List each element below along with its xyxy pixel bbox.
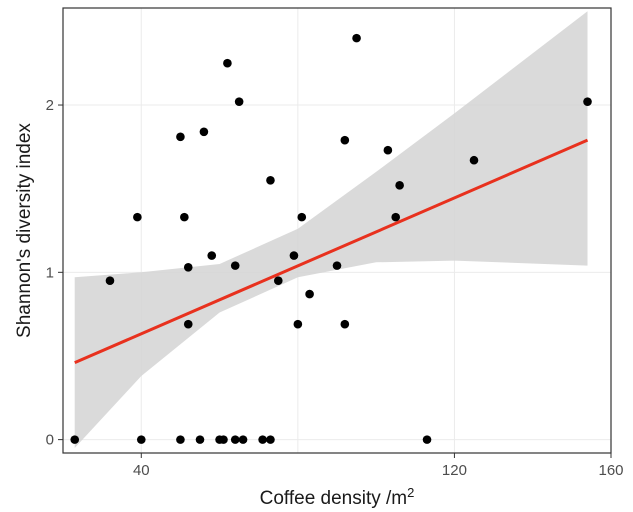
data-point [238,435,248,444]
data-point [273,276,283,285]
confidence-band-group [74,11,588,449]
data-point [391,212,401,222]
y-tick-label: 0 [46,432,54,449]
data-point [583,97,592,106]
data-point [195,435,205,444]
data-point [219,435,228,444]
data-point [105,276,115,285]
data-point [289,251,299,260]
x-axis-title-text: Coffee density /m [260,488,408,509]
data-point [469,155,479,165]
fit-line-group [74,138,589,365]
x-axis-title: Coffee density /m2 [260,485,415,510]
data-point [340,135,350,145]
x-tick-label: 160 [598,462,623,479]
y-tick-label: 1 [46,264,54,281]
data-point [176,435,185,444]
regression-line [74,138,589,365]
data-point [133,212,142,222]
data-point [183,319,193,329]
y-axis-ticks: 0 1 2 [46,97,63,449]
data-point [395,181,404,190]
data-point [223,58,232,68]
data-point [297,212,307,222]
plot-panel-border [62,7,612,454]
data-point [332,261,342,270]
data-point [70,435,80,444]
data-points [70,33,592,444]
data-point [305,289,314,299]
data-point [266,176,275,185]
y-axis-title: Shannon's diversity index [14,123,35,338]
data-point [176,132,185,142]
data-point [230,261,240,270]
x-axis-ticks: 40 120 160 [133,453,624,479]
x-tick-label: 40 [133,462,150,479]
y-tick-label: 2 [46,97,54,114]
data-point [266,435,275,444]
data-point [340,319,350,329]
confidence-band [74,11,588,449]
data-point [258,435,267,444]
data-point [183,263,193,272]
data-point [234,97,244,106]
data-point [180,212,189,222]
data-point [136,435,146,444]
data-point [199,127,209,137]
data-point [383,145,393,155]
data-point [230,435,240,444]
data-point [293,319,303,329]
x-tick-label: 120 [442,462,467,479]
data-point [422,435,432,444]
data-point [207,251,217,260]
data-point [352,33,361,43]
x-axis-title-superscript: 2 [407,485,414,500]
